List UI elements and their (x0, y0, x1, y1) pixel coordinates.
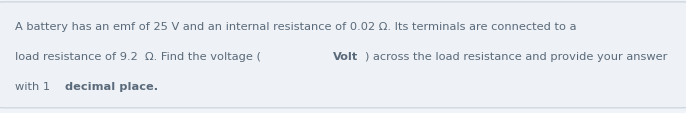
Text: with 1: with 1 (15, 81, 54, 91)
Text: Volt: Volt (333, 52, 358, 61)
Text: ) across the load resistance and provide your answer: ) across the load resistance and provide… (365, 52, 667, 61)
Text: A battery has an emf of 25 V and an internal resistance of 0.02 Ω. Its terminals: A battery has an emf of 25 V and an inte… (15, 22, 577, 32)
FancyBboxPatch shape (0, 3, 686, 108)
Text: load resistance of 9.2  Ω. Find the voltage (: load resistance of 9.2 Ω. Find the volta… (15, 52, 261, 61)
Text: decimal place.: decimal place. (65, 81, 158, 91)
